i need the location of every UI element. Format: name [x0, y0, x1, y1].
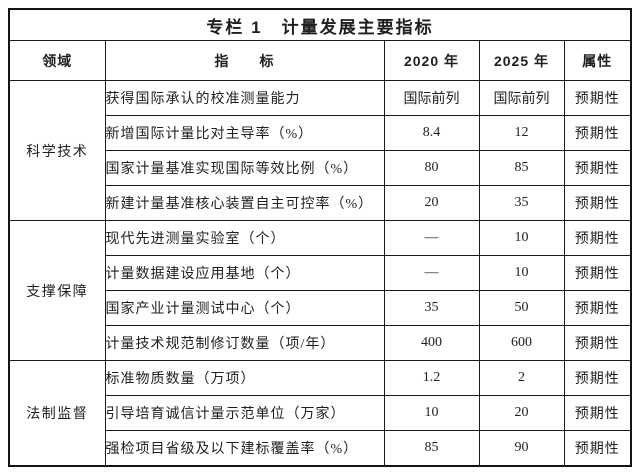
table-row: 新建计量基准核心装置自主可控率（%） 20 35 预期性: [9, 185, 632, 221]
value-2025-cell: 35: [478, 185, 565, 221]
value-2020-cell: 35: [383, 290, 480, 326]
table-title-row: 专栏 1 计量发展主要指标: [8, 8, 632, 41]
col-header-field: 领域: [8, 40, 106, 81]
table-title: 专栏 1 计量发展主要指标: [8, 8, 632, 41]
field-cell-support: 支撑保障: [8, 220, 106, 361]
value-2020-cell: 85: [383, 430, 480, 466]
value-2020-cell: 1.2: [383, 360, 480, 396]
col-header-2025: 2025 年: [478, 40, 565, 81]
col-header-2020: 2020 年: [383, 40, 480, 81]
value-2025-cell: 50: [478, 290, 565, 326]
value-2025-cell: 国际前列: [478, 80, 565, 116]
indicators-table: 专栏 1 计量发展主要指标 领域 指 标 2020 年 2025 年 属性 科学…: [8, 8, 632, 467]
indicator-cell: 计量数据建设应用基地（个）: [104, 255, 385, 291]
indicator-cell: 强检项目省级及以下建标覆盖率（%）: [104, 430, 385, 466]
document-page: 专栏 1 计量发展主要指标 领域 指 标 2020 年 2025 年 属性 科学…: [8, 8, 632, 467]
attribute-cell: 预期性: [563, 150, 632, 186]
table-row: 计量数据建设应用基地（个） — 10 预期性: [9, 255, 632, 291]
attribute-cell: 预期性: [563, 220, 632, 256]
value-2020-cell: 10: [383, 395, 480, 431]
table-row: 强检项目省级及以下建标覆盖率（%） 85 90 预期性: [9, 430, 632, 466]
value-2025-cell: 90: [478, 430, 565, 466]
table-row: 计量技术规范制修订数量（项/年） 400 600 预期性: [9, 325, 632, 361]
value-2025-cell: 2: [478, 360, 565, 396]
value-2020-cell: 80: [383, 150, 480, 186]
attribute-cell: 预期性: [563, 360, 632, 396]
indicator-cell: 引导培育诚信计量示范单位（万家）: [104, 395, 385, 431]
value-2025-cell: 85: [478, 150, 565, 186]
attribute-cell: 预期性: [563, 430, 632, 466]
value-2020-cell: 8.4: [383, 115, 480, 151]
value-2025-cell: 600: [478, 325, 565, 361]
table-row: 新增国际计量比对主导率（%） 8.4 12 预期性: [9, 115, 632, 151]
attribute-cell: 预期性: [563, 185, 632, 221]
indicator-cell: 新增国际计量比对主导率（%）: [104, 115, 385, 151]
field-cell-science-tech: 科学技术: [8, 80, 106, 221]
col-header-indicator: 指 标: [104, 40, 385, 81]
table-header-row: 领域 指 标 2020 年 2025 年 属性: [8, 40, 632, 81]
table-row: 引导培育诚信计量示范单位（万家） 10 20 预期性: [9, 395, 632, 431]
value-2020-cell: —: [383, 255, 480, 291]
value-2025-cell: 20: [478, 395, 565, 431]
table-row: 法制监督 标准物质数量（万项） 1.2 2 预期性: [8, 360, 632, 466]
value-2020-cell: 国际前列: [383, 80, 480, 116]
indicator-cell: 获得国际承认的校准测量能力: [104, 80, 385, 116]
indicator-cell: 新建计量基准核心装置自主可控率（%）: [104, 185, 385, 221]
table-row: 支撑保障 现代先进测量实验室（个） — 10 预期性: [8, 220, 632, 361]
attribute-cell: 预期性: [563, 255, 632, 291]
attribute-cell: 预期性: [563, 325, 632, 361]
indicator-cell: 计量技术规范制修订数量（项/年）: [104, 325, 385, 361]
value-2025-cell: 12: [478, 115, 565, 151]
table-row: 国家产业计量测试中心（个） 35 50 预期性: [9, 290, 632, 326]
value-2020-cell: 20: [383, 185, 480, 221]
col-header-attribute: 属性: [563, 40, 632, 81]
indicator-cell: 标准物质数量（万项）: [104, 360, 385, 396]
field-cell-legal: 法制监督: [8, 360, 106, 466]
table-row: 国家计量基准实现国际等效比例（%） 80 85 预期性: [9, 150, 632, 186]
value-2020-cell: —: [383, 220, 480, 256]
attribute-cell: 预期性: [563, 290, 632, 326]
value-2025-cell: 10: [478, 220, 565, 256]
indicator-cell: 国家产业计量测试中心（个）: [104, 290, 385, 326]
value-2025-cell: 10: [478, 255, 565, 291]
indicator-cell: 现代先进测量实验室（个）: [104, 220, 385, 256]
attribute-cell: 预期性: [563, 395, 632, 431]
indicator-cell: 国家计量基准实现国际等效比例（%）: [104, 150, 385, 186]
attribute-cell: 预期性: [563, 115, 632, 151]
attribute-cell: 预期性: [563, 80, 632, 116]
value-2020-cell: 400: [383, 325, 480, 361]
table-row: 科学技术 获得国际承认的校准测量能力 国际前列 国际前列 预期性: [8, 80, 632, 221]
